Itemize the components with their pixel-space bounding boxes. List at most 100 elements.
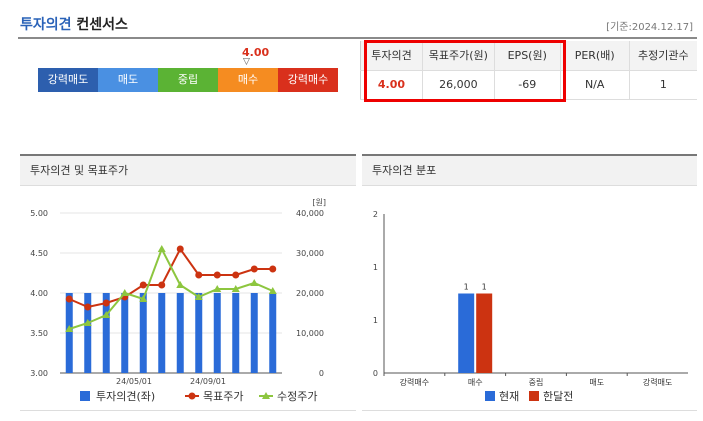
bar-rating <box>213 293 221 373</box>
y-left-tick-label: 3.50 <box>30 329 48 338</box>
point-adjusted-price <box>120 289 129 296</box>
point-target-price <box>213 271 221 279</box>
bar-rating <box>139 293 147 373</box>
point-target-price <box>102 299 110 307</box>
rating-seg-strong-sell: 강력매도 <box>38 68 98 92</box>
x-tick-label: 24/09/01 <box>190 377 226 386</box>
legend-label: 현재 <box>499 390 519 403</box>
point-adjusted-price <box>176 281 185 288</box>
header-cell: EPS(원) <box>493 41 561 71</box>
y-right-tick-label: 40,000 <box>296 209 324 218</box>
rating-scale-bar: 강력매도 매도 중립 매수 강력매수 <box>38 68 338 92</box>
header-cell: 투자의견 <box>360 41 423 71</box>
bar-rating <box>158 293 166 373</box>
y-tick-label: 1 <box>373 263 378 272</box>
rating-seg-strong-buy: 강력매수 <box>278 68 338 92</box>
consensus-header-row: 투자의견 목표주가(원) EPS(원) PER(배) 추정기관수 <box>360 41 697 71</box>
panel-title: 투자의견 분포 <box>362 156 697 186</box>
legend-label: 투자의견(좌) <box>96 390 155 403</box>
bar-data-label: 1 <box>464 283 469 292</box>
bar-rating <box>121 293 129 373</box>
bar-current <box>458 293 475 373</box>
y-tick-label: 2 <box>373 210 378 219</box>
bar-month-ago <box>476 293 493 373</box>
title-main: 투자의견 <box>20 17 72 33</box>
consensus-value-row: 4.00 26,000 -69 N/A 1 <box>360 70 697 100</box>
y-right-tick-label: 20,000 <box>296 289 324 298</box>
point-target-price <box>250 265 258 273</box>
page-title: 투자의견 컨센서스 <box>20 14 128 34</box>
y-left-tick-label: 4.50 <box>30 249 48 258</box>
x-tick-label: 매수 <box>468 378 483 387</box>
point-target-price <box>139 281 147 289</box>
point-target-price <box>176 245 184 253</box>
point-target-price <box>195 271 203 279</box>
legend-marker <box>262 392 270 399</box>
y-tick-label: 1 <box>373 316 378 325</box>
x-tick-label: 24/05/01 <box>116 377 152 386</box>
point-adjusted-price <box>65 325 74 332</box>
y-right-unit-label: [원] <box>312 198 326 207</box>
y-right-tick-label: 0 <box>319 369 324 378</box>
x-tick-label: 중립 <box>529 378 544 387</box>
x-tick-label: 매도 <box>589 378 604 387</box>
point-adjusted-price <box>231 285 240 292</box>
header-cell: 목표주가(원) <box>421 41 495 71</box>
panel-bottom-line <box>362 410 697 411</box>
y-left-tick-label: 3.00 <box>30 369 48 378</box>
point-adjusted-price <box>250 279 259 286</box>
value-cell-per: N/A <box>559 70 630 100</box>
value-cell-rating: 4.00 <box>360 70 423 100</box>
bar-rating <box>269 293 277 373</box>
point-adjusted-price <box>102 311 111 318</box>
x-tick-label: 강력매수 <box>400 377 429 387</box>
point-adjusted-price <box>194 293 203 300</box>
y-left-tick-label: 4.00 <box>30 289 48 298</box>
legend-label: 목표주가 <box>203 390 243 403</box>
bar-data-label: 1 <box>482 283 487 292</box>
legend-label: 수정주가 <box>277 390 317 403</box>
base-date: [기준:2024.12.17] <box>606 22 693 33</box>
bar-rating <box>195 293 203 373</box>
line-target-price <box>68 247 273 309</box>
point-adjusted-price <box>213 285 222 292</box>
point-adjusted-price <box>157 245 166 252</box>
rating-seg-sell: 매도 <box>98 68 158 92</box>
highlight-box <box>364 40 566 102</box>
point-adjusted-price <box>268 287 277 294</box>
y-right-tick-label: 30,000 <box>296 249 324 258</box>
title-sub: 컨센서스 <box>76 17 128 33</box>
header-cell: PER(배) <box>559 41 630 71</box>
rating-marker-icon: ▽ <box>243 57 250 67</box>
line-adjusted-price <box>68 246 274 330</box>
rating-seg-hold: 중립 <box>158 68 218 92</box>
legend-marker <box>188 392 196 400</box>
current-rating-value: 4.00 <box>242 46 270 59</box>
legend-label: 한달전 <box>543 390 573 403</box>
header-divider <box>18 37 697 39</box>
bar-rating <box>65 293 73 373</box>
header-cell: 추정기관수 <box>628 41 697 71</box>
value-cell-analyst-count: 1 <box>628 70 697 100</box>
panel-title: 투자의견 및 목표주가 <box>20 156 356 186</box>
bar-rating <box>102 293 110 373</box>
point-adjusted-price <box>83 319 92 326</box>
point-target-price <box>232 271 240 279</box>
bar-rating <box>232 293 240 373</box>
panel-bottom-line <box>20 410 356 411</box>
point-target-price <box>158 281 166 289</box>
bar-rating <box>250 293 258 373</box>
legend-swatch <box>80 391 90 401</box>
panel-rating-target: 투자의견 및 목표주가 5.00 4.50 4.00 3.50 3.00 40,000 30… <box>20 154 356 412</box>
point-target-price <box>84 303 92 311</box>
y-tick-label: 0 <box>373 369 378 378</box>
point-target-price <box>269 265 277 273</box>
point-target-price <box>65 295 73 303</box>
value-cell-target-price: 26,000 <box>421 70 495 100</box>
y-left-tick-label: 5.00 <box>30 209 48 218</box>
chart-rating-target: 5.00 4.50 4.00 3.50 3.00 40,000 30,000 20,000 10… <box>30 198 326 403</box>
rating-seg-buy: 매수 <box>218 68 278 92</box>
bar-rating <box>84 293 92 373</box>
value-cell-eps: -69 <box>493 70 561 100</box>
